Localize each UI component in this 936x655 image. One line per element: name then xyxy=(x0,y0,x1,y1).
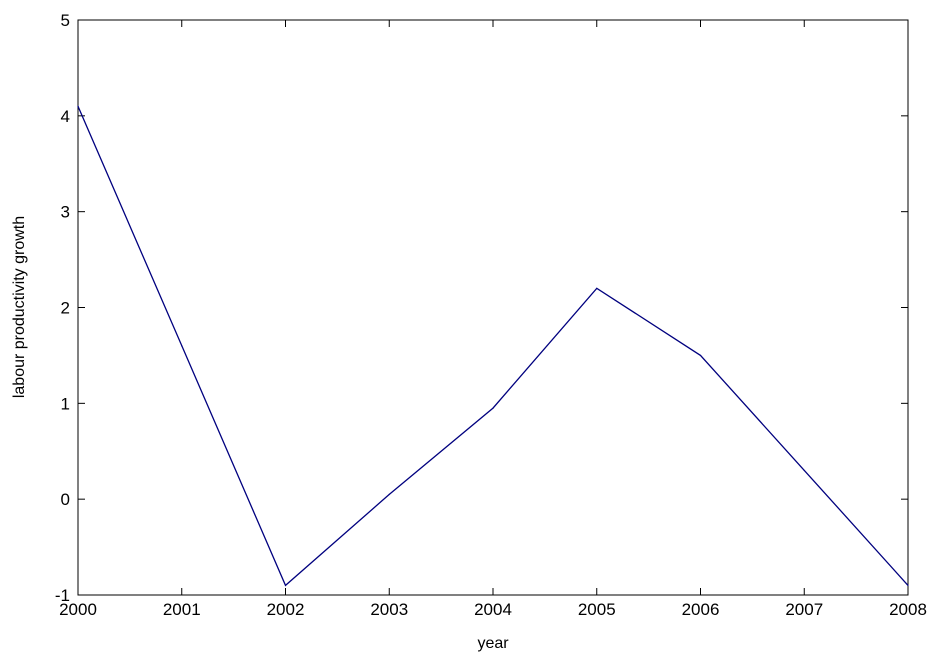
data-point-2001 xyxy=(181,345,183,347)
y-tick-label-0: 0 xyxy=(61,490,70,509)
y-tick-label-4: 4 xyxy=(61,107,70,126)
data-point-2007 xyxy=(803,469,805,472)
data-point-2000 xyxy=(77,105,79,107)
data-point-2002 xyxy=(284,584,287,587)
data-point-2004 xyxy=(492,407,494,409)
x-tick-label-2002: 2002 xyxy=(267,600,305,619)
series-layer xyxy=(77,105,909,587)
x-tick-label-2003: 2003 xyxy=(370,600,408,619)
y-tick-labels: -1 0 1 2 3 4 5 xyxy=(55,11,70,605)
axis-ticks xyxy=(77,19,909,596)
x-tick-label-2004: 2004 xyxy=(474,600,512,619)
data-point-2006 xyxy=(699,354,702,357)
y-tick-label-3: 3 xyxy=(61,203,70,222)
x-tick-label-2006: 2006 xyxy=(682,600,720,619)
data-point-2003 xyxy=(388,493,390,495)
plot-area xyxy=(77,19,909,596)
y-tick-label-2: 2 xyxy=(61,299,70,318)
x-tick-label-2001: 2001 xyxy=(163,600,201,619)
data-point-2005 xyxy=(596,287,598,289)
x-tick-label-2000: 2000 xyxy=(59,600,97,619)
x-tick-label-2008: 2008 xyxy=(889,600,927,619)
x-tick-label-2007: 2007 xyxy=(785,600,823,619)
data-point-2008 xyxy=(907,584,909,587)
y-tick-label-5: 5 xyxy=(61,11,70,30)
x-tick-labels: 2000 2001 2002 2003 2004 2005 2006 2007 2008 xyxy=(59,600,927,619)
y-axis-label: labour productivity growth xyxy=(11,216,28,398)
y-tick-label-1: 1 xyxy=(61,394,70,413)
y-tick-label--1: -1 xyxy=(55,586,70,605)
x-axis-label: year xyxy=(477,635,509,652)
x-tick-label-2005: 2005 xyxy=(578,600,616,619)
